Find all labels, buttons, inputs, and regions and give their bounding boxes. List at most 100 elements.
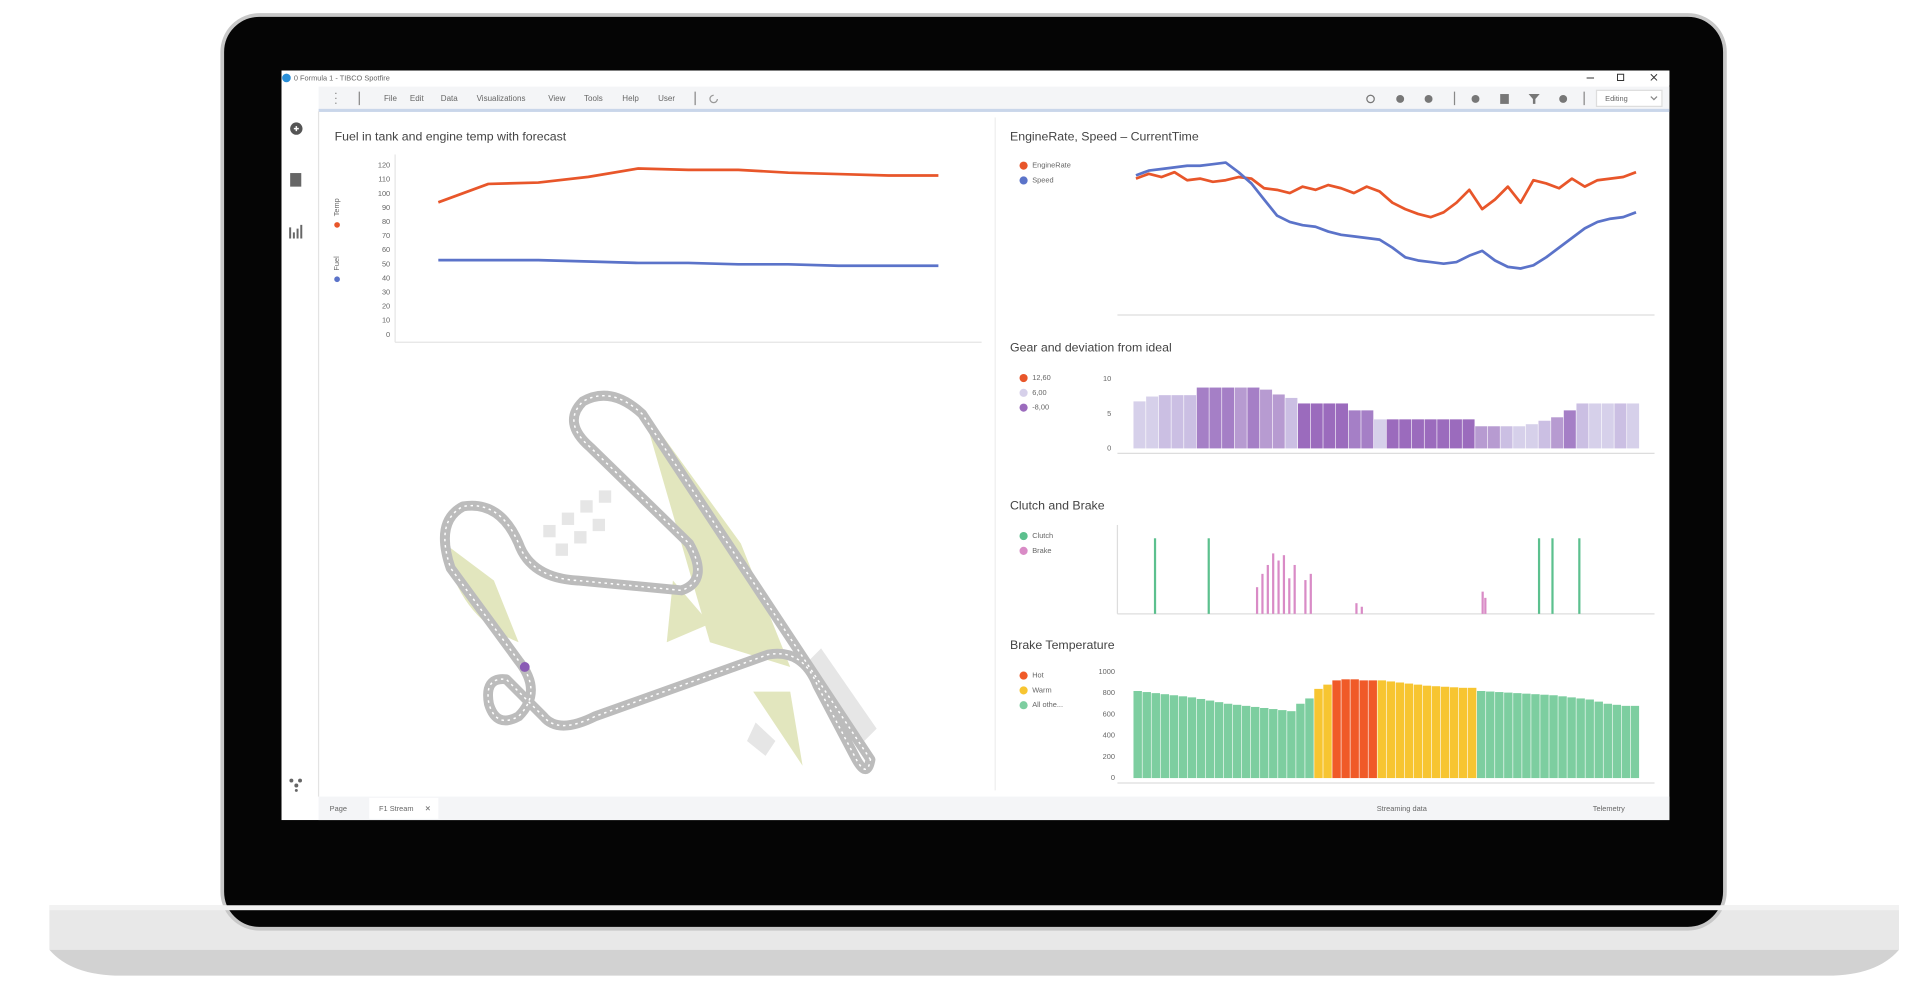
legend-marker xyxy=(1019,546,1028,555)
line xyxy=(437,167,939,204)
bar xyxy=(1222,387,1235,449)
app-icon xyxy=(282,73,291,83)
bar xyxy=(1413,684,1423,779)
bar xyxy=(1578,538,1581,614)
bar xyxy=(1207,538,1210,614)
y-tick-label: 30 xyxy=(382,287,390,296)
bar xyxy=(1467,687,1477,779)
menu-item[interactable]: Edit xyxy=(410,94,425,103)
y-tick-label: 70 xyxy=(382,231,390,240)
bar xyxy=(1487,426,1500,449)
y-tick-label: 0 xyxy=(1111,773,1115,782)
bar xyxy=(1260,707,1269,779)
legend-label: Warm xyxy=(1032,685,1051,694)
y-tick-label: 600 xyxy=(1103,709,1115,718)
bar xyxy=(1576,403,1589,449)
mode-dropdown[interactable] xyxy=(1595,89,1663,108)
bar xyxy=(1296,703,1305,779)
menu-item[interactable]: Tools xyxy=(584,94,603,103)
bar xyxy=(1146,396,1159,449)
tab-close[interactable] xyxy=(425,806,430,811)
bar xyxy=(1241,705,1251,779)
bar xyxy=(1171,395,1184,449)
legend-label: 12,60 xyxy=(1032,373,1051,382)
bar xyxy=(1196,698,1206,779)
legend-label: Fuel xyxy=(332,256,341,271)
bar xyxy=(1133,401,1146,449)
window-title: 0 Formula 1 - TIBCO Spotfire xyxy=(294,74,390,83)
sidebar xyxy=(281,86,319,797)
bar xyxy=(1395,682,1405,779)
bar xyxy=(1304,580,1307,614)
bar xyxy=(1309,573,1312,614)
y-tick-label: 0 xyxy=(386,330,390,339)
bar xyxy=(1594,701,1603,779)
undo-icon[interactable] xyxy=(709,94,718,104)
bar xyxy=(1288,578,1291,614)
legend-label: Speed xyxy=(1032,175,1053,184)
bar xyxy=(1232,704,1242,779)
bar xyxy=(1341,679,1350,779)
bar xyxy=(1214,702,1224,779)
chart-title: Gear and deviation from ideal xyxy=(1010,341,1172,355)
legend-label: Temp xyxy=(332,198,341,216)
bar xyxy=(1355,603,1358,614)
bar xyxy=(1272,394,1285,449)
status-label: Streaming data xyxy=(1377,804,1428,813)
legend-marker xyxy=(1019,373,1028,383)
bar xyxy=(1504,692,1513,779)
bar xyxy=(1361,410,1374,449)
bar xyxy=(1431,686,1441,779)
bar xyxy=(1462,419,1475,449)
bar xyxy=(1205,700,1215,779)
menu-item[interactable]: View xyxy=(548,94,565,103)
bar xyxy=(1440,686,1450,779)
bar xyxy=(1449,419,1462,449)
bar xyxy=(1360,606,1363,614)
toolbar-separators xyxy=(335,91,1585,106)
legend-label: Brake xyxy=(1032,546,1051,555)
legend-label: -8,00 xyxy=(1032,403,1049,412)
bar xyxy=(1540,694,1549,779)
bar xyxy=(1310,403,1323,449)
menu-item[interactable]: Help xyxy=(622,94,639,103)
menu-item[interactable]: Visualizations xyxy=(477,94,526,103)
bar xyxy=(1234,387,1247,449)
menu-item[interactable]: User xyxy=(658,94,675,103)
y-tick-label: 10 xyxy=(1103,374,1111,383)
menu-item[interactable]: File xyxy=(384,94,397,103)
y-tick-label: 10 xyxy=(382,316,390,325)
bar xyxy=(1486,691,1495,779)
bar xyxy=(1551,538,1554,614)
bar xyxy=(1335,403,1349,449)
bar xyxy=(1576,698,1585,779)
collab-icon[interactable] xyxy=(289,778,303,792)
bar xyxy=(1269,709,1278,779)
viz-icon[interactable] xyxy=(289,224,303,239)
bar xyxy=(1247,387,1260,449)
window-controls[interactable] xyxy=(1586,73,1658,81)
toolbar-icons[interactable] xyxy=(1366,94,1568,104)
bar xyxy=(1287,711,1296,779)
bar xyxy=(1278,710,1287,779)
bar xyxy=(1437,419,1450,449)
mode-label: Editing xyxy=(1605,94,1628,103)
bar xyxy=(1513,426,1526,449)
tab[interactable] xyxy=(369,797,439,819)
menu-item[interactable]: Data xyxy=(441,94,458,103)
bar xyxy=(1627,403,1640,449)
toolbar xyxy=(318,86,1670,111)
y-tick-label: 80 xyxy=(382,217,390,226)
bar xyxy=(1373,419,1386,449)
legend-label: 6,00 xyxy=(1032,388,1046,397)
bar xyxy=(1196,387,1209,449)
y-tick-label: 100 xyxy=(378,189,390,198)
data-icon[interactable] xyxy=(290,173,302,187)
legend-marker xyxy=(1019,671,1028,680)
line xyxy=(438,258,939,268)
bar xyxy=(1298,403,1311,449)
bar xyxy=(1538,420,1551,449)
tab-label[interactable]: F1 Stream xyxy=(379,804,414,813)
bar xyxy=(1567,697,1576,779)
